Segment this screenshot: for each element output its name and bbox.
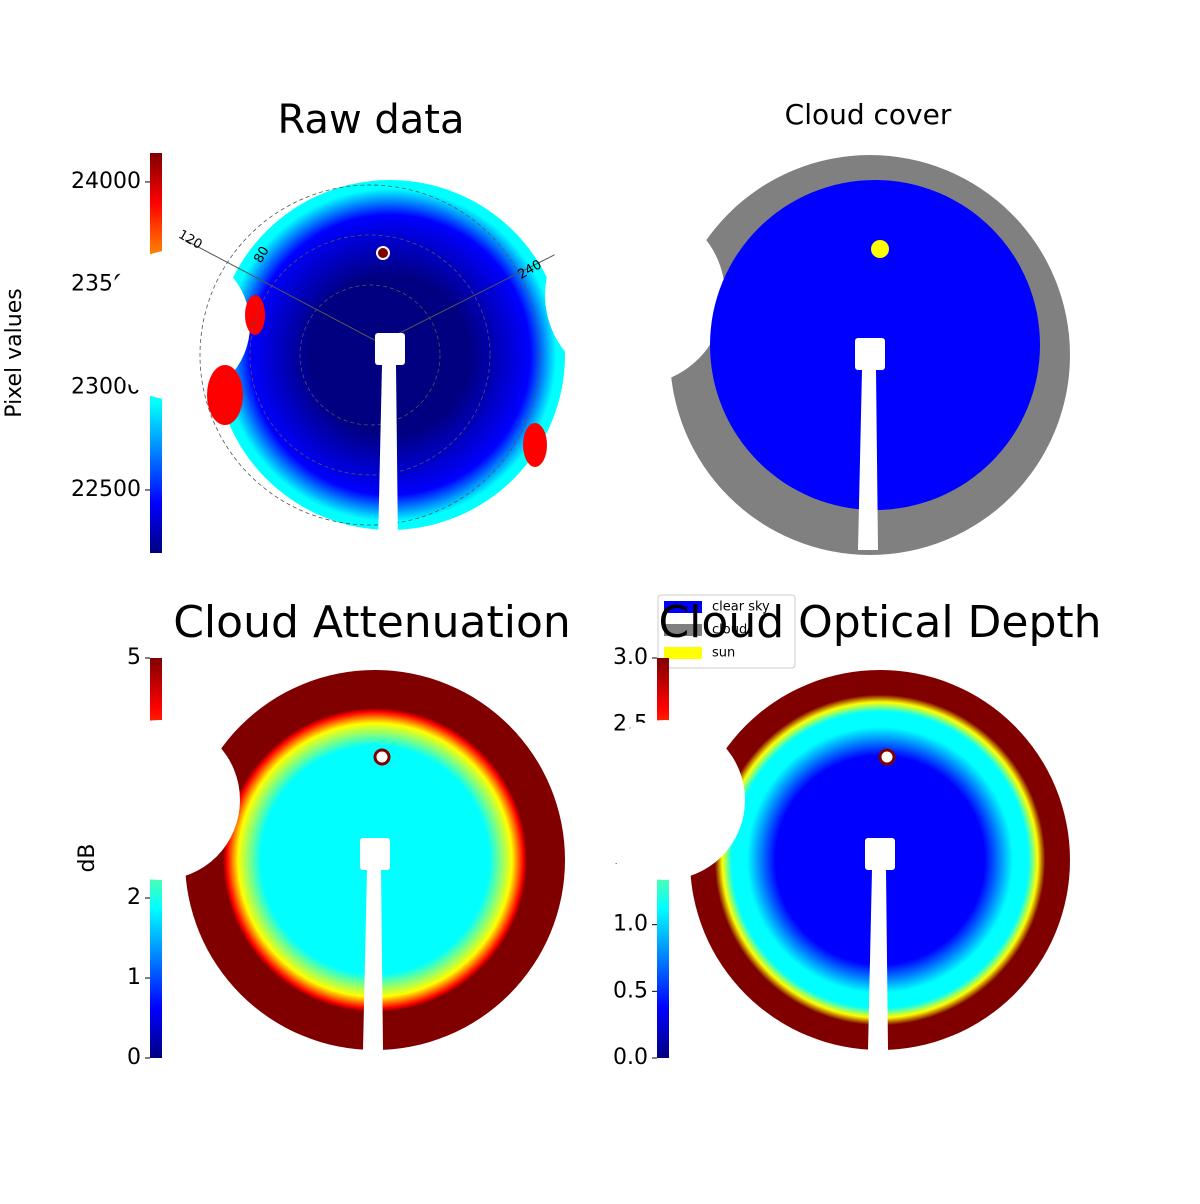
bright-patch: [523, 423, 547, 467]
polar-grid: [299, 284, 441, 426]
colorbar-tick-label: 3.0: [613, 645, 648, 670]
legend-swatch: [664, 647, 702, 659]
panel-title: Raw data: [278, 97, 465, 143]
mast-head: [375, 333, 405, 365]
polar-label: 120: [175, 227, 204, 252]
legend-label: sun: [712, 646, 735, 661]
mast: [378, 365, 398, 545]
legend-swatch: [664, 624, 702, 636]
colorbar-tick-label: 0: [127, 1045, 141, 1070]
polar-label: 80: [251, 244, 272, 266]
polar-grid: [249, 234, 491, 476]
colorbar-tick-label: 22500: [71, 477, 141, 502]
mast-head: [360, 838, 390, 870]
colorbar-tick-label: 0.5: [613, 978, 648, 1003]
colorbar-tick-label: 2: [127, 885, 141, 910]
bright-patch: [207, 365, 243, 425]
legend-label: cloud: [712, 623, 747, 638]
colorbar-label: dB: [75, 843, 100, 872]
panel-title: Cloud Attenuation: [173, 597, 571, 648]
mast: [868, 870, 888, 1050]
legend-label: clear sky: [712, 600, 770, 615]
mast-head: [855, 338, 885, 370]
colorbar-tick-label: 1: [127, 965, 141, 990]
notch: [585, 720, 745, 880]
colorbar-label: Pixel values: [2, 288, 27, 417]
mast-head: [865, 838, 895, 870]
sun: [376, 246, 390, 260]
mast: [363, 870, 383, 1050]
panel-title: Cloud Optical Depth: [658, 597, 1101, 648]
colorbar-tick-label: 1.0: [613, 912, 648, 937]
sun: [878, 748, 896, 766]
colorbar-tick-label: 24000: [71, 169, 141, 194]
notch: [80, 720, 240, 880]
sun: [373, 748, 391, 766]
panel-title: Cloud cover: [785, 98, 952, 131]
notch: [100, 250, 250, 400]
mast: [858, 370, 878, 550]
colorbar-tick-label: 0.0: [613, 1045, 648, 1070]
colorbar-tick-label: 5: [127, 645, 141, 670]
bright-patch: [245, 295, 265, 335]
sun-area: [871, 240, 889, 258]
polar-grid: [199, 184, 541, 526]
notch: [545, 205, 725, 385]
legend-swatch: [664, 601, 702, 613]
